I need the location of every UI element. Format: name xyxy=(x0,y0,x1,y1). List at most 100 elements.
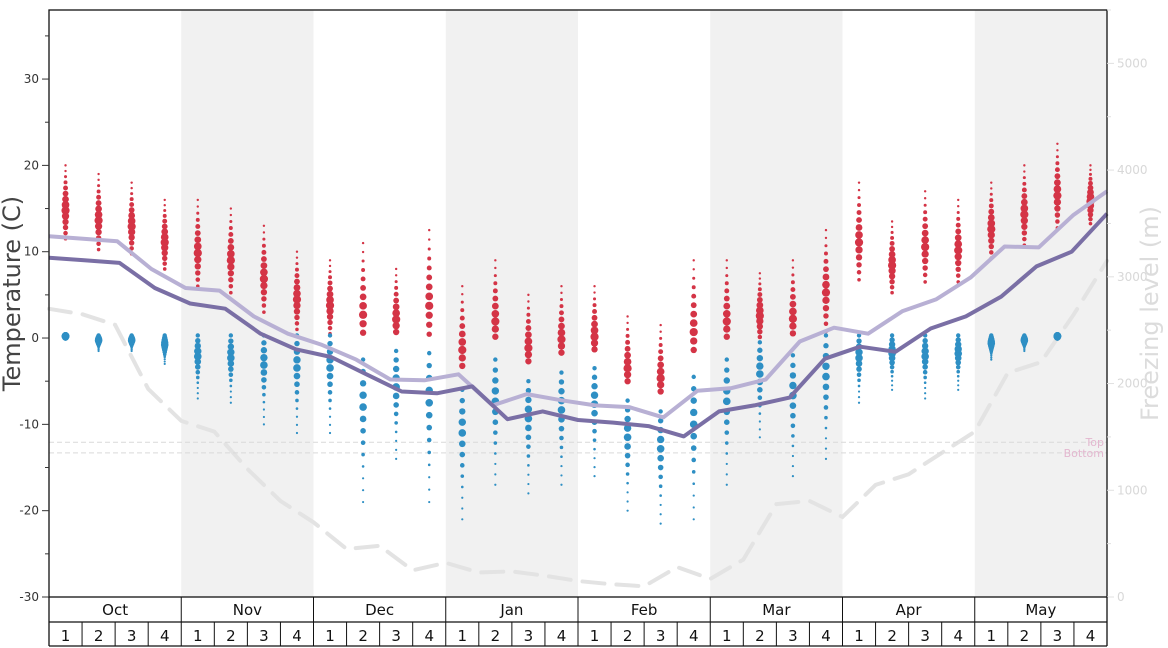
min-temp-point xyxy=(725,462,728,466)
max-temp-point xyxy=(261,243,266,248)
y-left-tick-label: 10 xyxy=(24,245,39,259)
max-temp-point xyxy=(789,330,797,337)
max-temp-point xyxy=(1056,149,1059,152)
min-temp-point xyxy=(492,367,499,373)
max-temp-point xyxy=(460,308,465,313)
y-right-tick-label: 2000 xyxy=(1117,377,1148,391)
max-temp-point xyxy=(393,297,400,304)
min-temp-point xyxy=(923,375,927,380)
max-temp-point xyxy=(757,334,763,340)
max-temp-point xyxy=(592,309,597,314)
max-temp-point xyxy=(327,325,333,331)
max-temp-point xyxy=(129,197,134,202)
week-label: 4 xyxy=(424,627,434,645)
min-temp-point xyxy=(956,333,961,338)
max-temp-point xyxy=(558,316,565,323)
max-temp-point xyxy=(692,259,695,262)
min-temp-point xyxy=(393,357,399,363)
max-temp-point xyxy=(923,203,927,207)
max-temp-point xyxy=(64,169,67,173)
min-temp-point xyxy=(790,362,796,369)
min-temp-point xyxy=(458,440,466,448)
max-temp-point xyxy=(326,307,334,315)
min-temp-point xyxy=(262,415,266,419)
max-temp-point xyxy=(690,337,698,345)
min-temp-point xyxy=(725,473,728,476)
min-temp-point xyxy=(194,342,201,350)
max-temp-point xyxy=(560,291,563,295)
max-temp-point xyxy=(856,217,862,223)
max-temp-point xyxy=(987,214,995,221)
min-temp-point xyxy=(657,454,664,462)
y-right-tick-label: 0 xyxy=(1117,590,1125,604)
y-left-tick-label: 30 xyxy=(24,72,39,86)
min-temp-point xyxy=(295,407,299,410)
max-temp-point xyxy=(260,262,268,270)
min-temp-point xyxy=(626,491,629,494)
min-temp-point xyxy=(195,333,200,338)
week-label: 2 xyxy=(755,627,765,645)
max-temp-point xyxy=(94,210,103,219)
max-temp-point xyxy=(823,251,828,256)
max-temp-point xyxy=(459,323,466,329)
y-left-tick-label: -30 xyxy=(19,590,39,604)
min-temp-point xyxy=(921,342,929,350)
y-left-tick-label: 0 xyxy=(31,331,39,345)
max-temp-point xyxy=(128,207,135,213)
max-temp-point xyxy=(392,322,400,330)
max-temp-point xyxy=(590,339,599,347)
max-temp-point xyxy=(626,327,630,331)
max-temp-point xyxy=(888,273,896,280)
min-temp-point xyxy=(458,418,466,426)
max-temp-point xyxy=(227,244,235,251)
min-temp-point xyxy=(791,475,795,478)
max-temp-point xyxy=(791,259,795,262)
min-temp-point xyxy=(328,415,332,418)
max-temp-point xyxy=(160,238,169,247)
max-temp-point xyxy=(755,311,764,320)
min-temp-point xyxy=(560,474,563,477)
max-temp-point xyxy=(659,330,662,333)
max-temp-point xyxy=(657,381,665,389)
max-temp-point xyxy=(855,224,863,231)
min-temp-point xyxy=(890,374,894,378)
min-temp-point xyxy=(526,444,531,449)
min-temp-point xyxy=(591,409,598,417)
min-temp-point xyxy=(857,378,861,383)
max-temp-point xyxy=(725,259,728,262)
max-temp-point xyxy=(821,288,831,297)
min-temp-point xyxy=(824,426,828,430)
week-label: 1 xyxy=(325,627,335,645)
min-temp-point xyxy=(822,383,830,391)
reference-label-bottom: Bottom xyxy=(1064,447,1104,460)
max-temp-point xyxy=(229,290,233,295)
min-temp-point xyxy=(659,513,662,516)
min-temp-point xyxy=(890,369,894,374)
max-temp-point xyxy=(758,282,762,286)
max-temp-point xyxy=(1088,180,1093,186)
max-temp-point xyxy=(890,225,894,229)
min-temp-point xyxy=(195,375,200,380)
max-temp-point xyxy=(954,253,962,261)
max-temp-point xyxy=(97,172,100,176)
min-temp-point xyxy=(593,466,596,469)
min-temp-point xyxy=(494,473,497,476)
min-temp-point xyxy=(328,423,332,426)
freezing-level-line xyxy=(47,258,1109,589)
max-temp-point xyxy=(558,349,565,356)
min-temp-point xyxy=(129,333,134,338)
min-temp-point xyxy=(395,448,398,451)
min-temp-point xyxy=(361,477,365,480)
max-temp-point xyxy=(724,288,730,294)
max-temp-point xyxy=(261,296,267,302)
min-temp-point xyxy=(824,437,828,440)
min-temp-point xyxy=(955,364,961,370)
max-temp-point xyxy=(128,212,136,219)
max-temp-point xyxy=(525,358,532,365)
max-temp-point xyxy=(557,342,566,350)
min-temp-point xyxy=(758,420,761,423)
max-temp-point xyxy=(494,266,497,270)
min-temp-point xyxy=(392,392,400,400)
min-temp-point xyxy=(724,430,730,435)
